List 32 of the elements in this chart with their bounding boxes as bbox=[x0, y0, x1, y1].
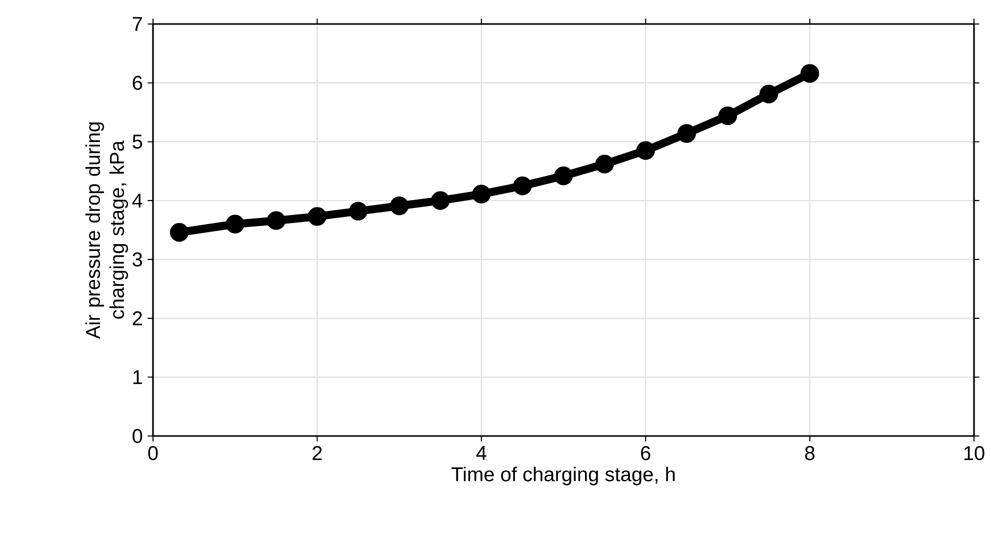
point bbox=[170, 223, 189, 242]
y-tick-label: 1 bbox=[133, 370, 142, 384]
x-tick-label: 4 bbox=[476, 446, 486, 460]
point bbox=[759, 84, 778, 104]
point bbox=[472, 184, 491, 204]
x-tick-label: 10 bbox=[964, 446, 984, 460]
x-tick-label: 8 bbox=[805, 446, 814, 460]
point bbox=[308, 207, 327, 226]
y-tick-label: 6 bbox=[132, 76, 142, 90]
y-tick-label: 5 bbox=[132, 134, 142, 149]
point bbox=[390, 196, 409, 216]
y-tick-label: 3 bbox=[132, 252, 142, 267]
y-tick-label: 2 bbox=[132, 311, 142, 326]
x-axis-title: Time of charging stage, h bbox=[451, 466, 675, 486]
point bbox=[431, 191, 450, 210]
point bbox=[226, 214, 244, 234]
point bbox=[266, 211, 286, 230]
point bbox=[348, 202, 368, 221]
point bbox=[595, 154, 614, 174]
point bbox=[677, 124, 696, 143]
y-tick-label: 0 bbox=[132, 428, 142, 444]
y-tick-label: 7 bbox=[132, 17, 142, 31]
point bbox=[513, 176, 532, 196]
x-tick-label: 6 bbox=[641, 446, 650, 460]
x-tick-label: 2 bbox=[312, 446, 322, 460]
point bbox=[718, 106, 738, 126]
point bbox=[800, 64, 820, 83]
point bbox=[554, 166, 573, 186]
x-tick-label: 0 bbox=[148, 446, 158, 460]
y-tick-label: 4 bbox=[132, 194, 142, 208]
point bbox=[636, 141, 655, 160]
y-axis-title: Air pressure drop during charging stage, kPa bbox=[85, 122, 128, 339]
